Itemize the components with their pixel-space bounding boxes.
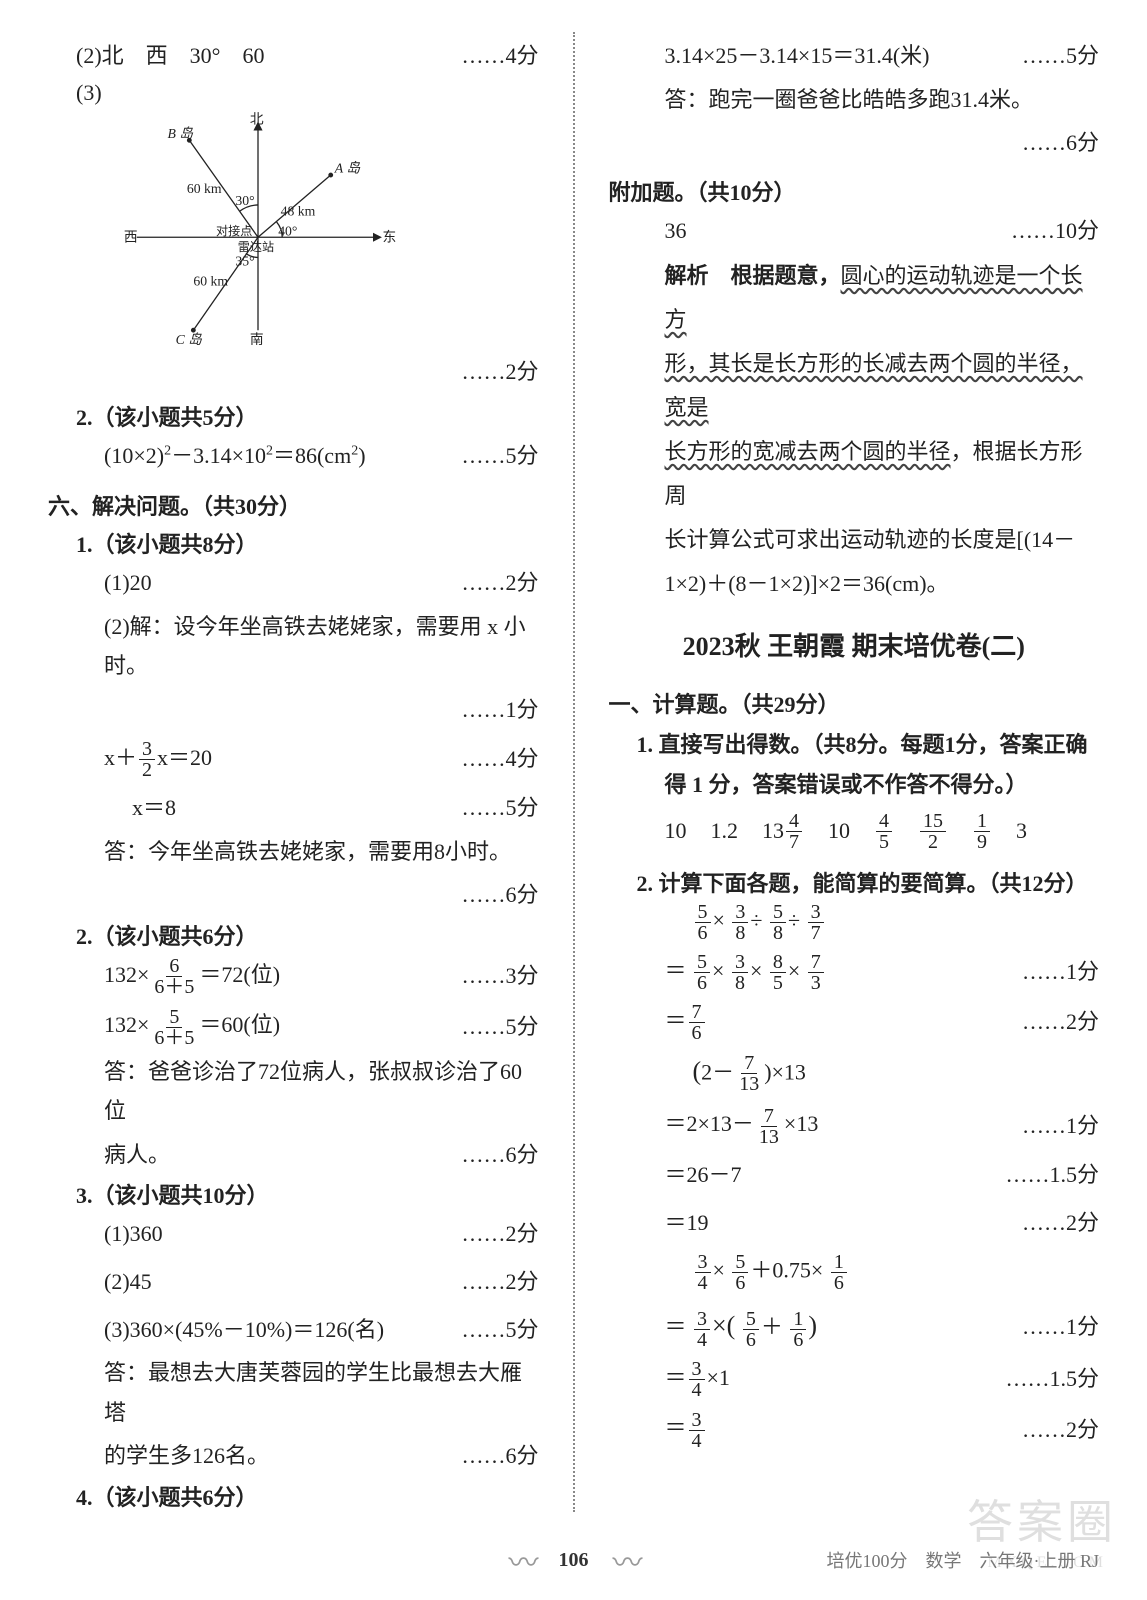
p3-header: 3.（该小题共10分）	[48, 1178, 539, 1210]
c3-line1: 34× 56＋0.75× 16	[609, 1252, 1100, 1293]
diagram-score: ……2分	[48, 352, 539, 392]
svg-text:48 km: 48 km	[281, 203, 316, 218]
score: ……5分	[461, 436, 538, 476]
q2-equation: (10×2)2－3.14×102＝86(cm2) ……5分	[48, 436, 539, 476]
addon-header: 附加题。（共10分）	[609, 175, 1100, 207]
analysis: 解析 根据题意，圆心的运动轨迹是一个长方 形，其长是长方形的长减去两个圆的半径，…	[609, 254, 1100, 606]
svg-text:东: 东	[382, 229, 396, 244]
p2-ans2: 病人。 ……6分	[48, 1135, 539, 1175]
p1-eq1: x＋32x＝20 ……4分	[48, 738, 539, 780]
c1-line2: ＝ 56× 38× 85× 73 ……1分	[609, 951, 1100, 993]
p1-answer: 答：今年坐高铁去姥姥家，需要用8小时。	[48, 832, 539, 872]
svg-text:35°: 35°	[235, 253, 254, 268]
section-1-header: 一、计算题。（共29分）	[609, 687, 1100, 719]
page-footer: 〰 106 〰 培优100分 数学 六年级·上册 RJ	[0, 1538, 1147, 1582]
svg-text:B 岛: B 岛	[167, 125, 193, 140]
p4-header: 4.（该小题共6分）	[48, 1480, 539, 1512]
swoosh-left-icon: 〰	[509, 1538, 535, 1582]
item-3-label: (3)	[48, 80, 539, 106]
p2-header: 2.（该小题共6分）	[48, 919, 539, 951]
c3-line3: ＝34×1 ……1.5分	[609, 1358, 1100, 1400]
svg-text:雷达站: 雷达站	[238, 240, 274, 254]
compass-diagram: 北 南 东 西 B 岛 A 岛 C 岛 60 km 48 km 60 km 30…	[88, 112, 428, 346]
p1-2-text: (2)解：设今年坐高铁去姥姥家，需要用 x 小时。	[48, 607, 539, 686]
svg-text:南: 南	[250, 332, 264, 346]
c2-line2: ＝2×13－713×13 ……1分	[609, 1104, 1100, 1146]
left-column: (2)北 西 30° 60 ……4分 (3)	[48, 32, 545, 1512]
p1-1: (1)20 ……2分	[48, 563, 539, 603]
score: ……2分	[461, 352, 538, 392]
q1-answers: 10 1.2 1347 10 45 152 19 3	[609, 811, 1100, 852]
c1-line3: ＝76 ……2分	[609, 1001, 1100, 1043]
two-column-layout: (2)北 西 30° 60 ……4分 (3)	[48, 32, 1099, 1512]
c2-line1: (2－713)×13	[609, 1053, 1100, 1094]
svg-text:北: 北	[250, 112, 264, 126]
p1-2-score: ……1分	[48, 690, 539, 730]
svg-text:A 岛: A 岛	[334, 160, 361, 175]
section-6-header: 六、解决问题。（共30分）	[48, 489, 539, 521]
svg-text:西: 西	[124, 229, 138, 244]
ans-2: (2)北 西 30° 60 ……4分	[48, 36, 539, 76]
svg-text:60 km: 60 km	[187, 180, 222, 195]
p1-eq2: x＝8 ……5分	[48, 788, 539, 828]
paper-title: 2023秋 王朝霞 期末培优卷(二)	[609, 626, 1100, 663]
text: (2)北 西 30° 60	[76, 36, 449, 76]
footer-tag: 培优100分 数学 六年级·上册 RJ	[826, 1547, 1099, 1573]
svg-text:30°: 30°	[235, 193, 254, 208]
svg-text:对接点: 对接点	[216, 222, 252, 237]
svg-text:C 岛: C 岛	[176, 332, 203, 346]
svg-text:40°: 40°	[278, 223, 297, 238]
swoosh-right-icon: 〰	[613, 1538, 639, 1582]
p2-ans1: 答：爸爸诊治了72位病人，张叔叔诊治了60位	[48, 1052, 539, 1131]
c3-line2: ＝ 34×( 56＋ 16) ……1分	[609, 1303, 1100, 1350]
page-number: 106	[559, 1549, 589, 1572]
column-divider	[573, 32, 575, 1512]
right-column: 3.14×25－3.14×15＝31.4(米) ……5分 答：跑完一圈爸爸比皓皓…	[603, 32, 1100, 1512]
p2-eq1: 132×66＋5＝72(位) ……3分	[48, 955, 539, 997]
q2-header: 2.（该小题共5分）	[48, 400, 539, 432]
p1-header: 1.（该小题共8分）	[48, 527, 539, 559]
score: ……4分	[461, 36, 538, 76]
q2-header: 2. 计算下面各题，能简算的要简算。（共12分）	[609, 866, 1100, 898]
p2-eq2: 132×56＋5＝60(位) ……5分	[48, 1005, 539, 1047]
svg-text:60 km: 60 km	[193, 273, 228, 288]
c1-line1: 56× 38÷ 58÷ 37	[609, 902, 1100, 943]
c3-line4: ＝34 ……2分	[609, 1408, 1100, 1450]
